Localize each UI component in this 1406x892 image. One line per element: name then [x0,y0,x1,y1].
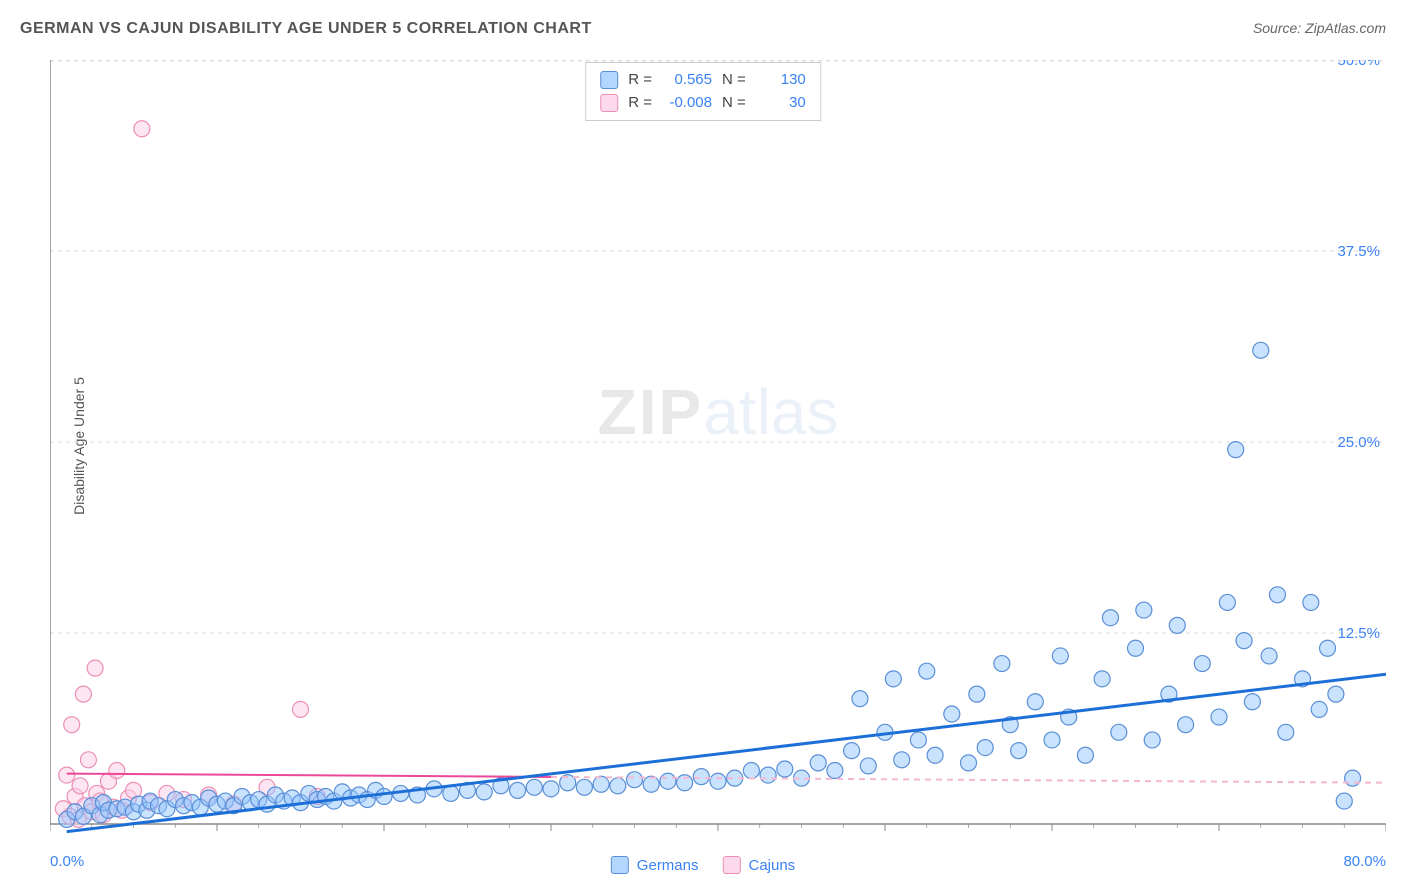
stats-row-germans: R = 0.565 N = 130 [600,69,806,92]
legend-item-cajuns: Cajuns [722,856,795,874]
germans-R-value: 0.565 [662,69,712,92]
legend-item-germans: Germans [611,856,699,874]
cajuns-R-value: -0.008 [662,92,712,115]
legend: Germans Cajuns [611,856,795,874]
chart-container: GERMAN VS CAJUN DISABILITY AGE UNDER 5 C… [0,0,1406,892]
legend-cajuns-label: Cajuns [748,857,795,874]
svg-text:37.5%: 37.5% [1337,243,1380,260]
correlation-stats-box: R = 0.565 N = 130 R = -0.008 N = 30 [585,62,821,121]
x-min-label: 0.0% [50,853,84,870]
source-attribution: Source: ZipAtlas.com [1253,20,1386,36]
svg-text:25.0%: 25.0% [1337,434,1380,451]
stats-row-cajuns: R = -0.008 N = 30 [600,92,806,115]
germans-N-value: 130 [756,69,806,92]
legend-germans-label: Germans [637,857,699,874]
cajuns-N-value: 30 [756,92,806,115]
svg-text:12.5%: 12.5% [1337,625,1380,642]
scatter-plot: 12.5%25.0%37.5%50.0% [50,60,1386,842]
germans-swatch-icon [600,71,618,89]
cajuns-swatch-icon [600,94,618,112]
cajuns-legend-swatch-icon [722,856,740,874]
chart-title: GERMAN VS CAJUN DISABILITY AGE UNDER 5 C… [20,20,592,38]
x-max-label: 80.0% [1343,853,1386,870]
germans-legend-swatch-icon [611,856,629,874]
chart-area: 12.5%25.0%37.5%50.0% ZIPatlas [50,60,1386,842]
